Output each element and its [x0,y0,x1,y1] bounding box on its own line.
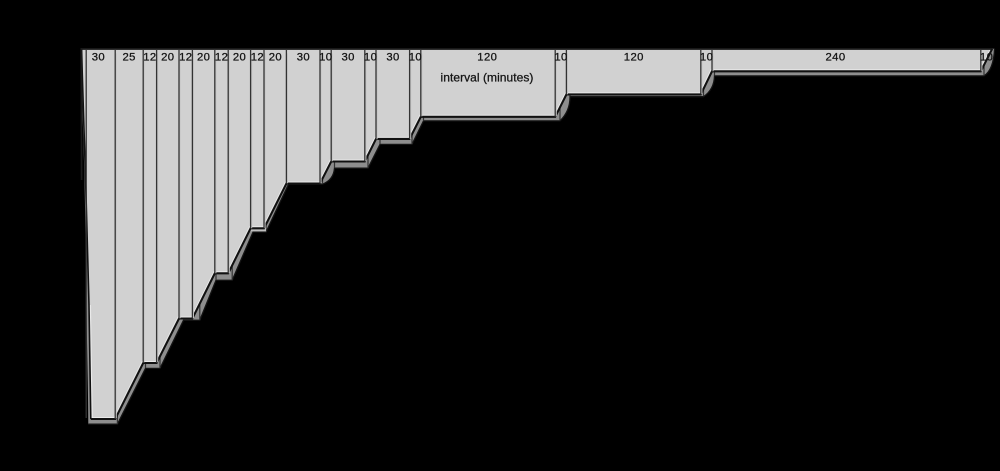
svg-text:10: 10 [700,52,713,64]
svg-text:20: 20 [161,52,174,64]
svg-text:10: 10 [364,52,377,64]
svg-text:25: 25 [123,52,136,64]
svg-text:120: 120 [477,52,497,64]
svg-text:30: 30 [92,52,105,64]
svg-text:10: 10 [980,52,993,64]
svg-text:30: 30 [342,52,355,64]
svg-text:120: 120 [624,52,644,64]
svg-text:12: 12 [215,52,228,64]
svg-text:interval (minutes): interval (minutes) [441,70,534,84]
svg-text:30: 30 [386,52,399,64]
svg-text:240: 240 [825,52,845,64]
svg-text:10: 10 [319,52,332,64]
svg-text:30: 30 [297,52,310,64]
svg-text:10: 10 [409,52,422,64]
svg-text:10: 10 [554,52,567,64]
svg-text:20: 20 [233,52,246,64]
svg-text:20: 20 [269,52,282,64]
svg-text:12: 12 [251,52,264,64]
svg-text:12: 12 [179,52,192,64]
svg-text:12: 12 [143,52,156,64]
svg-text:20: 20 [197,52,210,64]
